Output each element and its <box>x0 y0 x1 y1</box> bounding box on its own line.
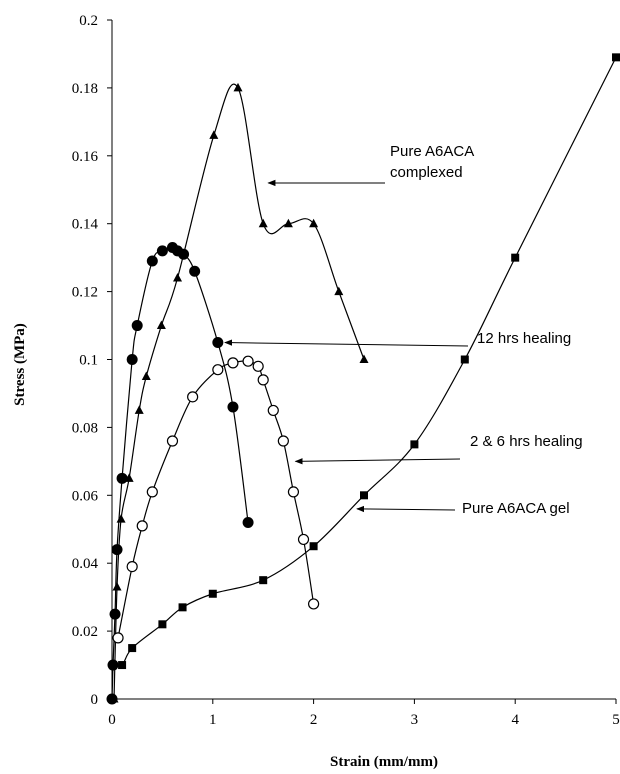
y-axis-title: Stress (MPa) <box>12 323 28 406</box>
y-tick-label: 0 <box>91 692 99 708</box>
data-point <box>128 644 137 653</box>
data-point <box>111 544 123 556</box>
annotation-layer: Pure A6ACA complexed 12 hrs healing 2 & 6 h… <box>224 143 583 517</box>
data-point <box>189 265 201 277</box>
data-point <box>252 360 264 372</box>
y-tick-label: 0.14 <box>72 217 99 233</box>
annotation-arrow <box>294 458 461 465</box>
annotation-label: 12 hrs healing <box>477 330 571 347</box>
data-point <box>259 576 268 585</box>
annotation: 12 hrs healing <box>224 330 571 347</box>
annotation-label: Pure A6ACA gel <box>462 500 570 517</box>
annotation-label: 2 & 6 hrs healing <box>470 433 583 450</box>
data-point <box>258 218 268 228</box>
data-point <box>334 286 344 296</box>
data-point <box>166 435 179 447</box>
series-layer <box>106 53 620 705</box>
data-point <box>277 435 289 447</box>
data-point <box>212 337 224 349</box>
data-point <box>227 401 239 413</box>
annotation: Pure A6ACA gel <box>356 500 570 517</box>
axes: 0 0.02 0.04 0.06 0.08 0.1 0.12 0.14 0.16 0.18 0.2 0… <box>72 13 620 728</box>
data-point <box>146 486 158 498</box>
data-point <box>134 405 144 414</box>
data-point <box>187 391 199 403</box>
data-point <box>141 371 151 380</box>
y-tick-label: 0.16 <box>72 149 99 165</box>
data-point <box>227 357 239 369</box>
series-filled-circle <box>106 241 254 705</box>
data-point <box>309 542 318 551</box>
x-tick-label: 1 <box>209 712 217 728</box>
series-triangle <box>109 82 369 703</box>
data-point <box>410 440 419 449</box>
y-tick-label: 0.18 <box>72 81 98 97</box>
data-point <box>360 491 368 500</box>
data-point <box>242 516 254 528</box>
annotation: 2 & 6 hrs healing <box>294 433 583 465</box>
data-point <box>106 693 118 705</box>
data-point <box>156 320 166 330</box>
annotation-arrow <box>356 505 456 513</box>
series-open-circle <box>112 355 320 644</box>
x-tick-label: 5 <box>612 712 620 728</box>
data-point <box>156 245 168 257</box>
data-point <box>116 472 128 484</box>
data-point <box>126 354 138 365</box>
annotation: Pure A6ACA complexed <box>267 143 474 187</box>
data-point <box>309 218 319 228</box>
data-point <box>158 620 167 629</box>
data-point <box>511 253 520 262</box>
data-point <box>112 632 124 644</box>
data-point <box>233 82 243 92</box>
data-point <box>242 355 254 367</box>
y-tick-label: 0.02 <box>72 624 98 640</box>
x-tick-label: 2 <box>310 712 318 728</box>
data-point <box>460 355 469 364</box>
data-point <box>212 364 224 376</box>
data-point <box>209 130 219 139</box>
data-point <box>208 589 217 598</box>
series-line <box>112 57 617 667</box>
x-axis-title: Strain (mm/mm) <box>330 754 438 770</box>
data-point <box>267 404 279 417</box>
data-point <box>308 598 320 610</box>
y-tick-label: 0.06 <box>72 488 99 504</box>
data-point <box>178 603 187 612</box>
x-tick-label: 3 <box>411 712 419 728</box>
data-point <box>283 218 293 228</box>
annotation-arrow <box>224 339 469 347</box>
data-point <box>118 661 127 670</box>
data-point <box>109 608 121 620</box>
data-point <box>136 520 148 532</box>
data-point <box>612 53 620 62</box>
data-point <box>257 374 269 386</box>
data-point <box>173 273 183 282</box>
y-tick-label: 0.2 <box>79 13 98 29</box>
annotation-label: Pure A6ACA <box>390 143 474 160</box>
data-point <box>178 248 190 260</box>
series-filled-square <box>109 53 620 670</box>
y-tick-label: 0.08 <box>72 420 98 436</box>
data-point <box>109 661 118 670</box>
data-point <box>131 320 143 332</box>
series-line <box>117 360 315 639</box>
annotation-label: complexed <box>390 164 463 181</box>
series-line <box>111 246 249 700</box>
y-tick-label: 0.12 <box>72 285 98 301</box>
data-point <box>146 255 158 267</box>
y-tick-label: 0.1 <box>79 353 98 369</box>
series-line <box>113 83 365 700</box>
x-tick-label: 0 <box>108 712 116 728</box>
y-tick-label: 0.04 <box>72 556 99 572</box>
data-point <box>287 486 300 498</box>
x-tick-label: 4 <box>511 712 519 728</box>
data-point <box>126 560 138 573</box>
data-point <box>359 354 369 363</box>
data-point <box>297 533 310 546</box>
data-point <box>116 514 126 523</box>
data-point <box>112 581 122 591</box>
